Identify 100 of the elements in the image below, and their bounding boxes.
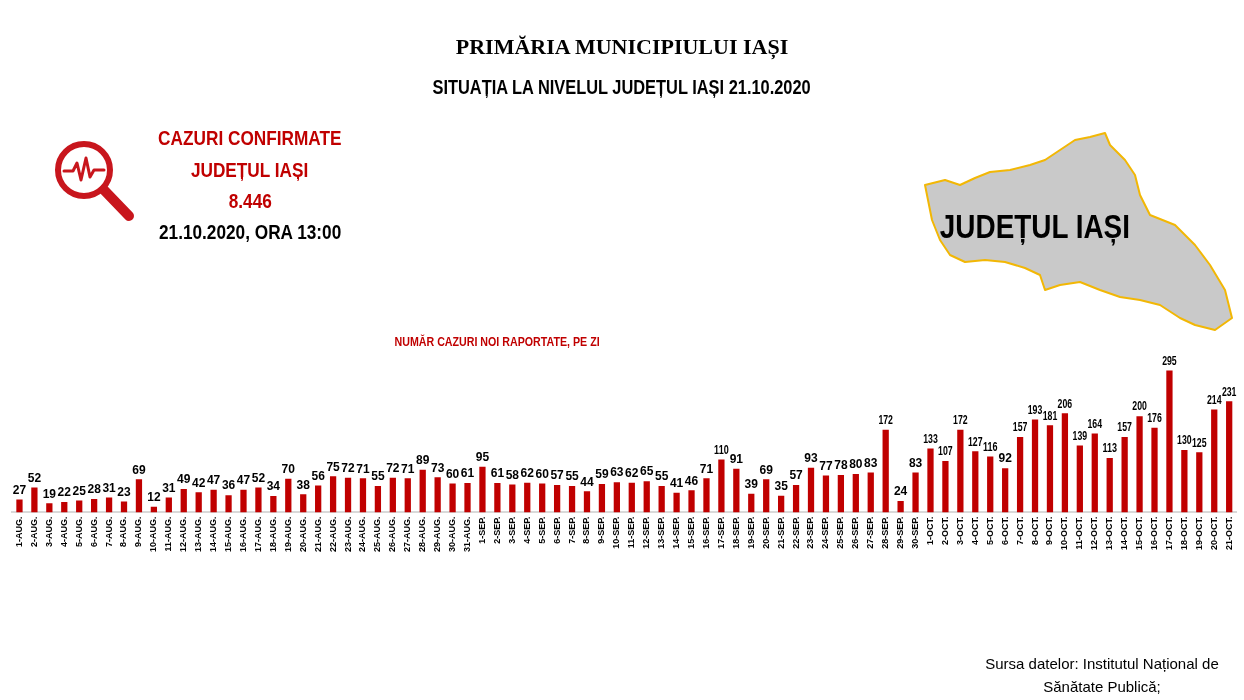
data-label: 157 <box>1117 419 1133 434</box>
data-label: 83 <box>908 455 923 470</box>
x-tick-label: 7-OCT. <box>1014 516 1025 546</box>
x-tick-label: 10-OCT. <box>1059 516 1070 551</box>
x-tick-label: 30-AUG. <box>447 516 458 553</box>
bar <box>987 456 994 513</box>
data-label: 71 <box>356 461 370 476</box>
text: CAZURI CONFIRMATE <box>158 126 342 150</box>
x-tick-label: 9-AUG. <box>133 516 144 548</box>
data-label: 62 <box>520 465 535 480</box>
x-tick-label: 17-AUG. <box>252 516 263 553</box>
data-label: 110 <box>714 442 729 457</box>
data-label: 39 <box>744 477 759 492</box>
data-label: 63 <box>610 465 624 480</box>
x-tick-label: 29-AUG. <box>432 516 443 553</box>
x-tick-label: 12-SEP. <box>641 516 652 549</box>
bar <box>583 491 591 513</box>
data-label: 172 <box>878 412 894 427</box>
data-label: 57 <box>789 468 804 483</box>
x-tick-label: 28-AUG. <box>417 516 428 553</box>
bar <box>837 474 845 513</box>
bar <box>1031 419 1039 513</box>
data-label: 55 <box>565 469 580 484</box>
bar <box>852 473 859 513</box>
bar <box>494 483 501 513</box>
bar <box>135 479 143 513</box>
bar <box>285 478 292 513</box>
x-tick-label: 3-OCT. <box>954 516 965 546</box>
x-tick-label: 24-SEP. <box>820 516 831 549</box>
bar <box>613 482 620 513</box>
data-label: 62 <box>625 465 639 480</box>
x-tick-label: 10-SEP. <box>611 516 622 549</box>
x-tick-label: 15-AUG. <box>223 516 234 553</box>
bar <box>255 487 262 513</box>
data-label: 72 <box>386 461 400 476</box>
data-label: 47 <box>236 473 251 488</box>
bar <box>464 483 471 513</box>
bar <box>628 482 635 513</box>
data-label: 164 <box>1087 416 1103 431</box>
bar <box>61 501 68 513</box>
x-tick-label: 5-SEP. <box>536 516 547 544</box>
data-label: 295 <box>1162 353 1177 368</box>
data-label: 72 <box>341 461 356 476</box>
bar <box>31 487 38 513</box>
bar <box>822 475 830 513</box>
data-label: 125 <box>1192 435 1207 449</box>
x-tick-label: 20-SEP. <box>760 516 771 549</box>
x-tick-label: 25-SEP. <box>835 516 846 549</box>
data-label: 83 <box>864 455 878 470</box>
data-label: 130 <box>1177 432 1192 447</box>
bar <box>91 499 98 513</box>
bar <box>315 485 322 513</box>
x-tick-label: 6-AUG. <box>88 516 99 548</box>
data-label: 69 <box>132 462 146 477</box>
x-tick-label: 5-AUG. <box>73 516 84 548</box>
data-label: 52 <box>251 470 266 485</box>
bar <box>1046 425 1054 513</box>
data-label: 181 <box>1042 408 1058 422</box>
data-label: 89 <box>416 452 430 467</box>
text: JUDEȚUL IAȘI <box>191 158 309 182</box>
bar <box>1121 436 1128 513</box>
x-tick-label: 26-AUG. <box>387 516 398 553</box>
bar <box>867 472 874 513</box>
data-label: 73 <box>430 460 445 475</box>
bar <box>942 460 949 513</box>
x-tick-label: 21-AUG. <box>312 516 323 553</box>
x-tick-label: 30-SEP. <box>910 516 921 549</box>
bar <box>1226 401 1233 513</box>
bar <box>524 482 531 513</box>
bar <box>912 472 919 513</box>
data-label: 41 <box>669 476 684 491</box>
x-tick-label: 4-OCT. <box>969 516 980 546</box>
data-label: 231 <box>1221 384 1237 398</box>
data-label: 133 <box>923 431 938 446</box>
x-tick-label: 9-OCT. <box>1044 516 1055 546</box>
bar <box>1106 458 1113 513</box>
data-label: 116 <box>982 439 998 454</box>
bar <box>1002 468 1009 513</box>
data-label: 193 <box>1027 402 1043 417</box>
x-tick-label: 3-AUG. <box>43 516 54 548</box>
data-label: 91 <box>729 451 744 466</box>
x-tick-label: 14-OCT. <box>1119 516 1130 551</box>
data-label: 139 <box>1072 428 1088 443</box>
data-label: 65 <box>640 464 654 479</box>
x-tick-label: 16-AUG. <box>237 516 248 553</box>
bar <box>300 494 307 513</box>
x-tick-label: 19-AUG. <box>282 516 293 553</box>
x-tick-label: 15-SEP. <box>686 516 697 549</box>
data-label: 93 <box>804 451 818 466</box>
data-label: 19 <box>42 486 57 501</box>
data-label: 113 <box>1102 441 1118 455</box>
data-label: 35 <box>774 478 789 493</box>
bar <box>957 429 964 513</box>
bar <box>807 467 815 513</box>
bar <box>225 495 232 513</box>
bar <box>733 468 740 513</box>
bar <box>180 488 187 513</box>
data-label: 56 <box>311 468 326 483</box>
x-tick-label: 24-AUG. <box>357 516 368 553</box>
bar <box>897 500 904 513</box>
